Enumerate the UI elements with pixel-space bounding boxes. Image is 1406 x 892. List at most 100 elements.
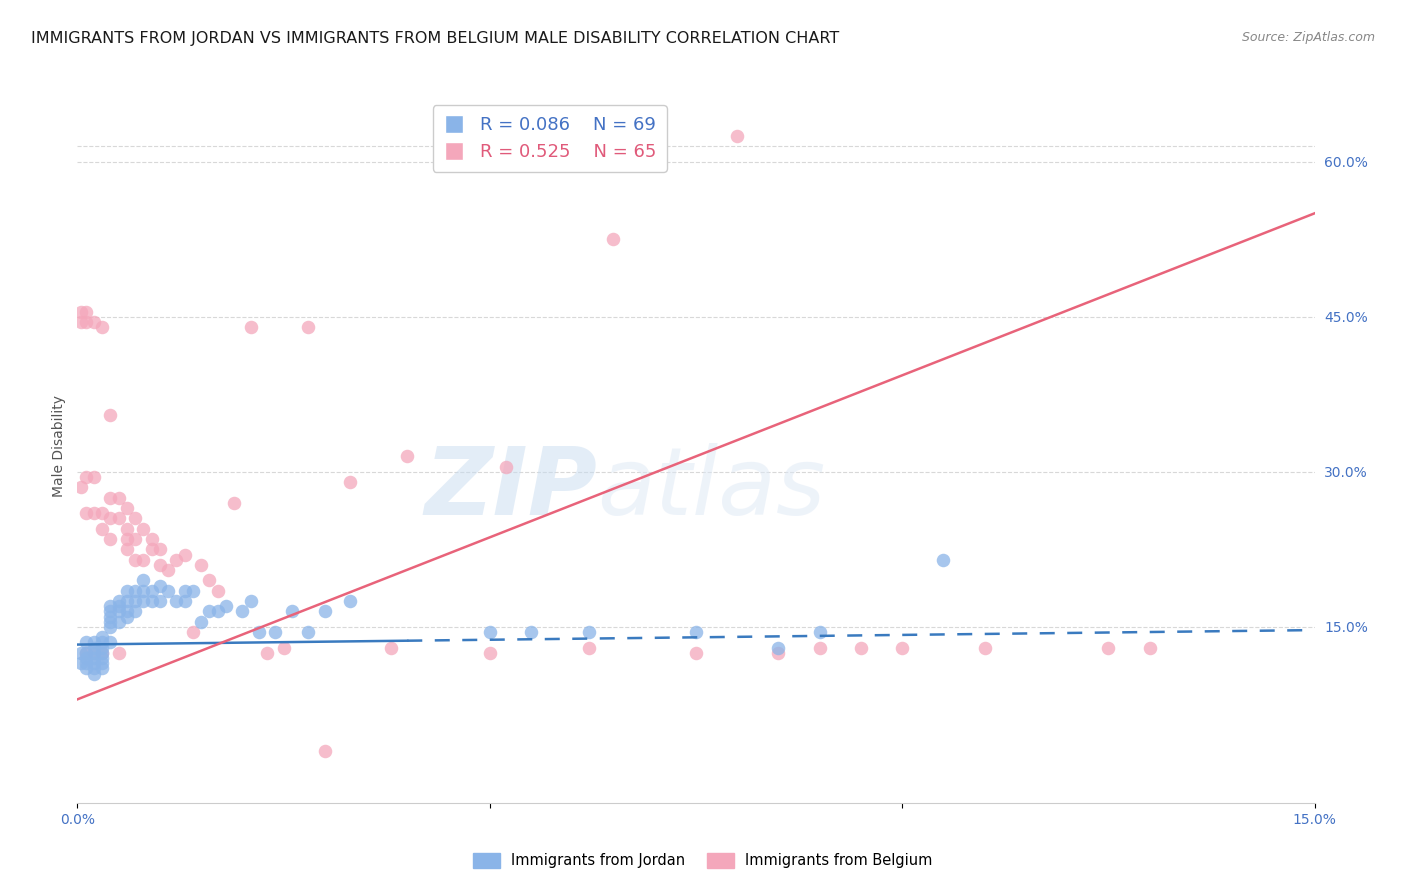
Point	[231, 605, 253, 619]
Point	[91, 656, 114, 670]
Point	[602, 232, 624, 246]
Point	[91, 522, 114, 536]
Legend: Immigrants from Jordan, Immigrants from Belgium: Immigrants from Jordan, Immigrants from …	[468, 847, 938, 874]
Point	[685, 646, 707, 660]
Point	[808, 640, 831, 655]
Point	[207, 583, 229, 598]
Point	[339, 475, 361, 490]
Point	[98, 635, 121, 649]
Point	[207, 605, 229, 619]
Point	[115, 605, 138, 619]
Point	[91, 320, 114, 334]
Point	[685, 625, 707, 640]
Point	[124, 532, 146, 546]
Text: ZIP: ZIP	[425, 442, 598, 535]
Point	[98, 491, 121, 505]
Point	[132, 594, 155, 608]
Point	[75, 506, 97, 520]
Point	[75, 661, 97, 675]
Point	[124, 553, 146, 567]
Point	[91, 646, 114, 660]
Point	[141, 594, 163, 608]
Point	[141, 542, 163, 557]
Point	[83, 656, 105, 670]
Point	[768, 646, 790, 660]
Point	[578, 640, 600, 655]
Point	[297, 320, 319, 334]
Point	[132, 522, 155, 536]
Point	[115, 594, 138, 608]
Point	[75, 470, 97, 484]
Point	[973, 640, 995, 655]
Point	[478, 625, 501, 640]
Point	[98, 615, 121, 629]
Point	[98, 511, 121, 525]
Point	[91, 661, 114, 675]
Point	[181, 625, 204, 640]
Point	[115, 522, 138, 536]
Point	[149, 594, 172, 608]
Point	[98, 620, 121, 634]
Point	[98, 532, 121, 546]
Point	[75, 646, 97, 660]
Point	[132, 583, 155, 598]
Point	[107, 646, 129, 660]
Text: Source: ZipAtlas.com: Source: ZipAtlas.com	[1241, 31, 1375, 45]
Point	[107, 511, 129, 525]
Point	[478, 646, 501, 660]
Point	[149, 558, 172, 572]
Text: atlas: atlas	[598, 443, 825, 534]
Point	[190, 615, 212, 629]
Point	[149, 542, 172, 557]
Point	[107, 594, 129, 608]
Point	[849, 640, 872, 655]
Point	[91, 646, 114, 660]
Point	[132, 553, 155, 567]
Point	[495, 459, 517, 474]
Point	[107, 599, 129, 614]
Point	[181, 583, 204, 598]
Point	[165, 594, 187, 608]
Point	[339, 594, 361, 608]
Point	[98, 605, 121, 619]
Point	[314, 744, 336, 758]
Point	[115, 542, 138, 557]
Point	[70, 480, 93, 494]
Point	[132, 574, 155, 588]
Point	[115, 532, 138, 546]
Point	[124, 594, 146, 608]
Point	[70, 646, 93, 660]
Point	[75, 635, 97, 649]
Point	[83, 666, 105, 681]
Point	[520, 625, 543, 640]
Point	[239, 320, 262, 334]
Point	[281, 605, 304, 619]
Point	[83, 635, 105, 649]
Point	[70, 656, 93, 670]
Point	[768, 640, 790, 655]
Point	[107, 605, 129, 619]
Point	[124, 605, 146, 619]
Point	[247, 625, 270, 640]
Point	[891, 640, 914, 655]
Point	[75, 651, 97, 665]
Point	[141, 583, 163, 598]
Point	[70, 315, 93, 329]
Legend: R = 0.086    N = 69, R = 0.525    N = 65: R = 0.086 N = 69, R = 0.525 N = 65	[433, 105, 666, 172]
Point	[297, 625, 319, 640]
Point	[198, 574, 221, 588]
Point	[273, 640, 295, 655]
Point	[98, 609, 121, 624]
Point	[264, 625, 287, 640]
Point	[83, 506, 105, 520]
Point	[380, 640, 402, 655]
Point	[91, 506, 114, 520]
Point	[396, 450, 419, 464]
Point	[1097, 640, 1119, 655]
Point	[75, 656, 97, 670]
Point	[173, 548, 195, 562]
Point	[83, 646, 105, 660]
Point	[83, 315, 105, 329]
Point	[578, 625, 600, 640]
Point	[149, 579, 172, 593]
